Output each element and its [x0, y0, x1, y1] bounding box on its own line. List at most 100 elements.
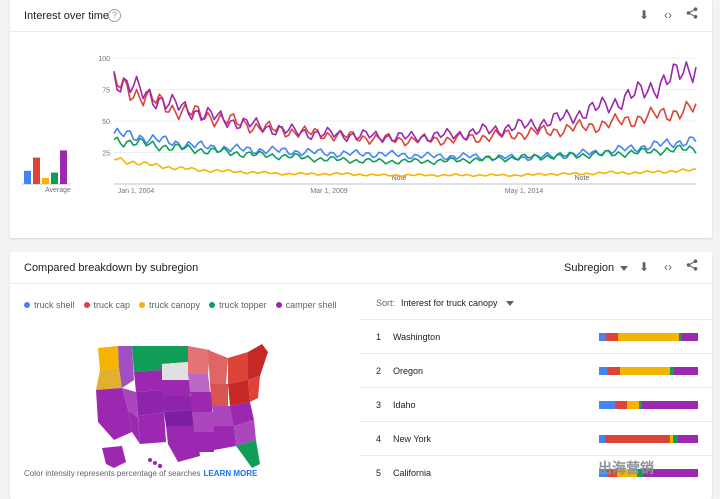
- share-bar: [599, 401, 698, 409]
- share-segment: [599, 469, 607, 477]
- legend-label: truck canopy: [149, 300, 201, 310]
- chevron-down-icon: [620, 265, 629, 271]
- subregion-row[interactable]: 1 Washington: [360, 319, 712, 353]
- subregion-row[interactable]: 3 Idaho: [360, 387, 712, 421]
- sort-label: Sort:: [376, 298, 396, 308]
- share-segment: [678, 333, 683, 341]
- note-annotation: Note: [392, 175, 407, 182]
- rank-number: 5: [376, 468, 382, 478]
- share-segment: [606, 469, 617, 477]
- y-tick-label: 75: [102, 88, 110, 95]
- share-segment: [599, 401, 615, 409]
- map-region-california: [96, 388, 132, 440]
- legend-item: truck topper: [209, 298, 267, 312]
- legend-dot: [209, 302, 216, 308]
- legend-item: truck cap: [83, 298, 131, 312]
- subregion-row[interactable]: 5 California: [360, 455, 712, 489]
- subregion-select[interactable]: Subregion: [564, 262, 629, 274]
- embed-icon[interactable]: ‹›: [664, 260, 672, 274]
- subregion-list: 1 Washington 2 Oregon 3 Idaho 4 New York 5 Califo…: [360, 319, 712, 489]
- card-title: Compared breakdown by subregion: [24, 262, 199, 274]
- share-segment: [626, 401, 639, 409]
- share-segment: [599, 435, 606, 443]
- share-segment: [607, 367, 620, 375]
- legend-dot: [24, 302, 30, 308]
- x-tick-label: Mar 1, 2009: [310, 188, 347, 195]
- rank-number: 2: [376, 366, 382, 376]
- watermark: 出海营销: [598, 460, 654, 476]
- embed-icon[interactable]: ‹›: [664, 8, 672, 22]
- legend-item: camper shell: [275, 298, 337, 312]
- series-line: [113, 70, 697, 147]
- rank-number: 1: [376, 332, 382, 342]
- share-segment: [605, 435, 671, 443]
- average-bar-chart: [22, 150, 71, 185]
- share-segment: [641, 401, 698, 409]
- subregion-name: New York: [393, 434, 432, 444]
- sort-value: Interest for truck canopy: [401, 298, 498, 308]
- subregion-name: Idaho: [393, 400, 416, 410]
- share-bar: [599, 469, 698, 477]
- legend-label: truck cap: [93, 300, 131, 310]
- share-segment: [673, 435, 678, 443]
- us-map-icon: [96, 344, 268, 469]
- share-segment: [599, 367, 608, 375]
- map-region-oregon: [96, 368, 122, 390]
- note-annotation: Note: [575, 175, 590, 182]
- share-segment: [638, 401, 642, 409]
- legend-dot: [275, 302, 282, 308]
- x-tick-label: Jan 1, 2004: [118, 188, 155, 195]
- y-tick-label: 50: [102, 119, 110, 126]
- card-header: Interest over time ? ⬇ ‹›: [10, 0, 712, 32]
- average-bar: [33, 157, 40, 184]
- share-segment: [606, 333, 619, 341]
- interest-line-chart: 100 75 50 25 Jan 1, 2004 Mar 1, 2009 May 1, 20…: [98, 56, 697, 195]
- legend-label: camper shell: [285, 300, 337, 310]
- share-bar: [599, 367, 698, 375]
- map-footnote: Color intensity represents percentage of…: [24, 469, 257, 478]
- legend-label: truck shell: [34, 300, 75, 310]
- rank-number: 3: [376, 400, 382, 410]
- legend-item: truck shell: [24, 298, 75, 312]
- average-bar: [60, 150, 67, 184]
- subregion-breakdown-card: Compared breakdown by subregion Subregio…: [10, 252, 712, 499]
- download-icon[interactable]: ⬇: [638, 8, 650, 22]
- subregion-name: Oregon: [393, 366, 424, 376]
- share-segment: [670, 435, 674, 443]
- share-segment: [669, 367, 674, 375]
- share-segment: [616, 469, 637, 477]
- x-tick-label: May 1, 2014: [505, 188, 544, 195]
- series-line: [113, 136, 697, 166]
- learn-more-link[interactable]: LEARN MORE: [203, 469, 258, 478]
- footnote-text: Color intensity represents percentage of…: [24, 469, 201, 478]
- download-icon[interactable]: ⬇: [638, 260, 650, 274]
- share-segment: [618, 333, 679, 341]
- help-icon[interactable]: ?: [108, 9, 121, 22]
- interest-over-time-card: Interest over time ? ⬇ ‹› Average 100 75 5…: [10, 0, 712, 238]
- legend-dot: [83, 302, 90, 308]
- y-tick-label: 25: [102, 151, 110, 158]
- subregion-name: California: [393, 468, 432, 478]
- map-region-washington: [98, 346, 119, 370]
- legend: truck shell truck cap truck canopy truck to…: [24, 298, 354, 312]
- sort-control[interactable]: Sort: Interest for truck canopy: [376, 298, 514, 308]
- share-segment: [674, 367, 698, 375]
- subregion-name: Washington: [393, 332, 441, 342]
- subregion-select-label: Subregion: [564, 262, 615, 274]
- subregion-row[interactable]: 2 Oregon: [360, 353, 712, 387]
- legend-item: truck canopy: [139, 298, 200, 312]
- series-line: [113, 156, 696, 178]
- share-segment: [682, 333, 698, 341]
- card-header: Compared breakdown by subregion Subregio…: [10, 252, 712, 284]
- share-bar: [599, 435, 698, 443]
- average-label: Average: [45, 187, 71, 194]
- share-bar: [599, 333, 698, 341]
- share-segment: [619, 367, 670, 375]
- share-icon[interactable]: [684, 7, 700, 23]
- share-icon[interactable]: [684, 259, 700, 275]
- share-segment: [599, 333, 607, 341]
- chevron-down-icon: [505, 301, 514, 307]
- average-bar: [51, 172, 58, 184]
- legend-dot: [139, 302, 146, 308]
- subregion-row[interactable]: 4 New York: [360, 421, 712, 455]
